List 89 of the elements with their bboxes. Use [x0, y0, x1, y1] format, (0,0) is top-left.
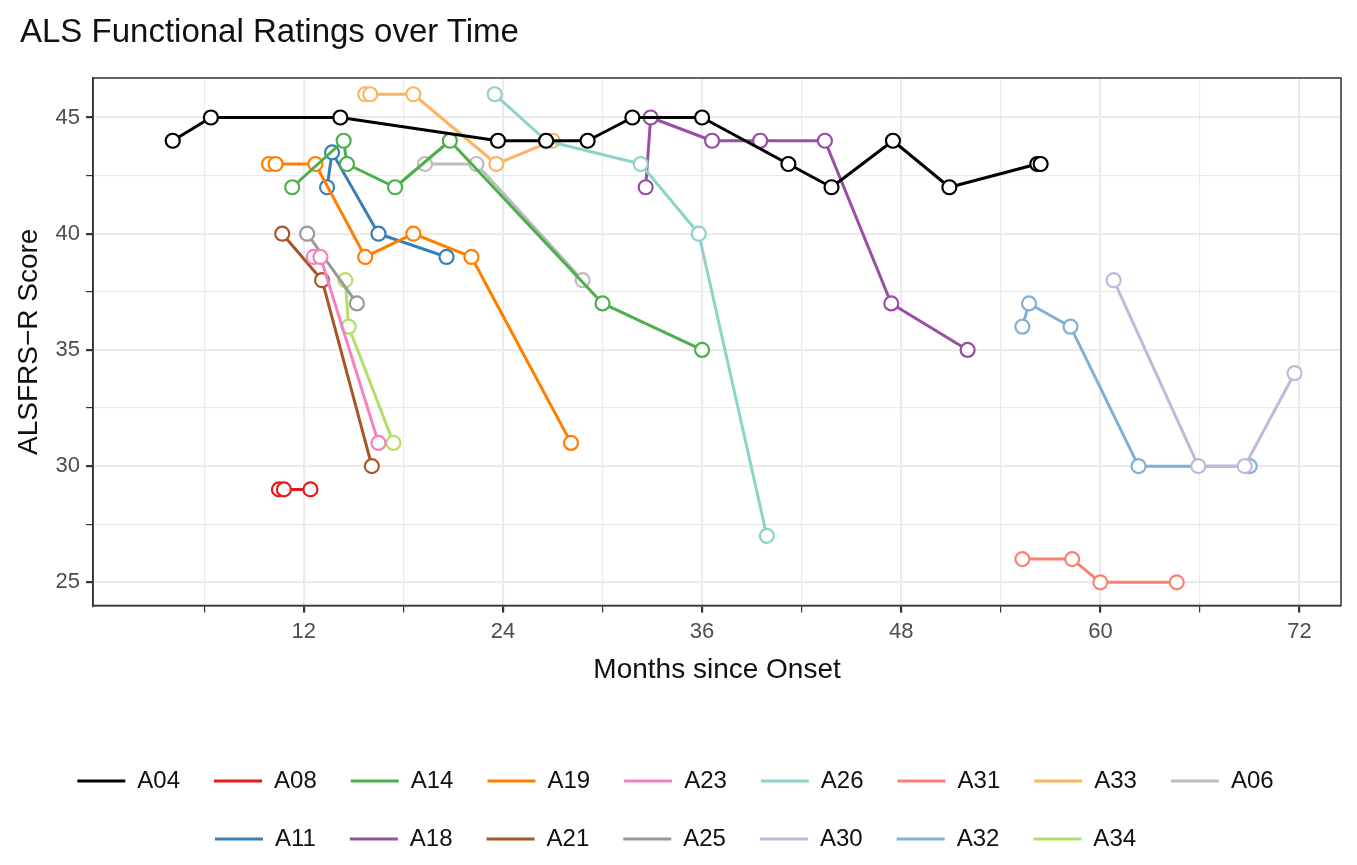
point: [690, 225, 707, 242]
y-tick-label: 35: [55, 336, 81, 361]
legend-label: A26: [820, 765, 864, 793]
point: [332, 109, 349, 126]
point: [348, 295, 366, 312]
y-tick-label: 30: [55, 452, 81, 478]
point: [335, 132, 352, 149]
x-tick-label: 36: [689, 617, 715, 643]
point: [1130, 458, 1147, 475]
legend-label: A18: [409, 823, 453, 851]
x-tick-label: 48: [889, 617, 914, 643]
point: [579, 132, 596, 149]
point: [405, 225, 422, 242]
legend-label: A21: [546, 823, 590, 851]
point: [387, 179, 404, 196]
point: [284, 179, 301, 196]
legend-label: A32: [956, 823, 1000, 851]
y-tick-label: 40: [55, 219, 81, 245]
point: [1014, 318, 1031, 335]
point: [594, 295, 611, 312]
chart-title: ALS Functional Ratings over Time: [20, 12, 519, 50]
point: [463, 248, 480, 266]
point: [274, 225, 291, 242]
x-tick-label: 24: [490, 617, 516, 643]
point: [1236, 458, 1253, 475]
point: [632, 155, 649, 173]
point: [883, 295, 900, 312]
point: [486, 86, 503, 103]
point: [312, 248, 329, 266]
x-tick-label: 12: [291, 617, 317, 643]
point: [362, 86, 379, 103]
y-tick-label: 25: [55, 568, 81, 594]
point: [299, 225, 316, 242]
point: [164, 132, 181, 149]
point: [438, 248, 455, 266]
point: [267, 155, 284, 173]
point: [637, 179, 654, 196]
point: [823, 179, 840, 196]
legend-label: A30: [819, 823, 863, 851]
y-axis-title: ALSFRS−R Score: [11, 228, 43, 456]
point: [694, 341, 711, 359]
legend-label: A04: [137, 765, 181, 793]
point: [758, 527, 775, 544]
legend-label: A31: [957, 765, 1001, 793]
point: [385, 434, 402, 451]
point: [405, 86, 422, 103]
legend-label: A11: [274, 823, 316, 851]
point: [884, 132, 902, 149]
point: [624, 109, 641, 126]
legend-label: A33: [1094, 765, 1137, 793]
point: [694, 109, 711, 126]
point: [441, 132, 458, 149]
point: [562, 434, 580, 451]
point: [1014, 551, 1031, 568]
legend-label: A19: [547, 765, 591, 793]
point: [338, 155, 356, 173]
point: [363, 458, 380, 475]
point: [357, 248, 374, 266]
point: [202, 109, 219, 126]
x-tick-label: 72: [1287, 617, 1312, 643]
point: [1168, 574, 1185, 591]
point: [959, 341, 976, 359]
point: [1020, 295, 1038, 312]
point: [1105, 272, 1122, 289]
point: [1064, 551, 1081, 568]
point: [1062, 318, 1079, 335]
point: [816, 132, 833, 149]
point: [489, 132, 507, 149]
point: [1190, 458, 1207, 475]
point: [1092, 574, 1109, 591]
x-axis-title: Months since Onset: [593, 652, 841, 684]
legend-label: A08: [274, 765, 317, 793]
y-tick-label: 45: [55, 103, 81, 129]
point: [370, 225, 387, 242]
point: [488, 155, 505, 173]
legend-label: A25: [683, 823, 726, 851]
point: [780, 155, 797, 173]
point: [302, 481, 319, 498]
point: [275, 481, 293, 498]
point: [752, 132, 769, 149]
point: [941, 179, 958, 196]
x-tick-label: 60: [1088, 617, 1113, 643]
legend-label: A23: [684, 765, 727, 793]
legend-label: A06: [1230, 765, 1274, 793]
point: [370, 434, 387, 451]
point: [1286, 365, 1303, 382]
point: [703, 132, 721, 149]
legend-label: A14: [410, 765, 454, 793]
legend-label: A34: [1093, 823, 1137, 851]
